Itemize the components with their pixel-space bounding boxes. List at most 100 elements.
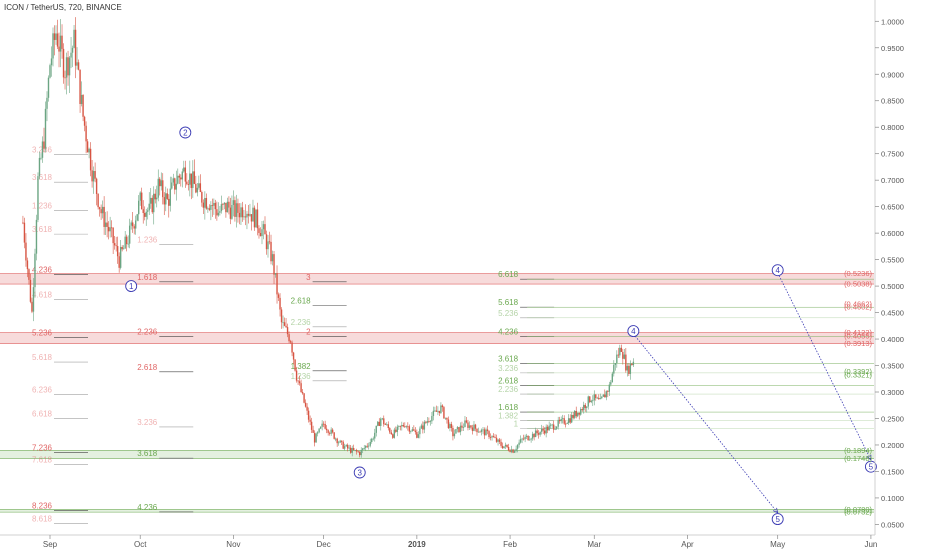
candle-body: [289, 341, 292, 343]
fib-level-label: 3.618: [137, 449, 158, 458]
projection-arrow: [866, 454, 872, 461]
candle-body: [268, 241, 271, 243]
candle-body: [101, 206, 104, 214]
candle-body: [488, 431, 490, 437]
candle-body: [368, 445, 370, 447]
fib-level-label: 1: [514, 419, 519, 428]
candle-body: [319, 426, 322, 429]
price-tick-label: 0.3000: [881, 388, 904, 397]
candle-body: [509, 450, 511, 453]
candle-body: [220, 204, 223, 212]
fib-level-label: 1.618: [137, 273, 158, 282]
price-tick-label: 0.1500: [881, 467, 904, 476]
candle-body: [238, 212, 241, 218]
candle-body: [474, 424, 477, 429]
candle-body: [592, 400, 594, 402]
candle-body: [477, 431, 480, 433]
fib-level-label: 8.618: [32, 514, 53, 523]
candle-body: [217, 212, 220, 216]
axis-layer: 1.0000 0.9500 0.9000 0.8500 0.8000 0.7500 0.70…: [0, 0, 904, 549]
candle-body: [432, 410, 435, 417]
price-tick-label: 0.0500: [881, 520, 904, 529]
candle-body: [112, 227, 114, 244]
zone-value-label: (0.1748): [844, 454, 872, 463]
candle-body: [464, 420, 466, 428]
candle-body: [434, 410, 436, 412]
zone-value-label: (0.3913): [844, 339, 872, 348]
candle-body: [531, 433, 534, 439]
candle-body: [339, 440, 341, 443]
candle-body: [354, 449, 356, 451]
price-tick-label: 1.0000: [881, 17, 904, 26]
candle-body: [73, 29, 75, 48]
candle-body: [387, 424, 389, 429]
candle-body: [309, 419, 311, 422]
candle-body: [399, 425, 402, 427]
candle-body: [282, 322, 284, 324]
candle-body: [425, 421, 427, 423]
fib-level-label: 4.236: [32, 266, 53, 275]
candle-body: [192, 171, 194, 188]
candle-body: [52, 33, 54, 59]
candle-body: [276, 273, 278, 295]
candle-body: [353, 447, 355, 451]
candle-body: [28, 269, 30, 280]
zone-value-label: (0.3321): [844, 371, 872, 380]
candle-body: [258, 228, 260, 234]
price-tick-label: 0.4000: [881, 335, 904, 344]
candle-body: [265, 234, 268, 250]
candle-body: [500, 441, 502, 446]
candle-body: [515, 448, 517, 451]
zone-value-label: (0.4122): [844, 328, 872, 337]
candle-body: [372, 438, 374, 440]
candle-body: [608, 384, 611, 392]
candle-body: [447, 419, 450, 429]
candle-body: [380, 418, 382, 426]
fib-level-label: 1.382: [498, 412, 519, 421]
candle-body: [77, 62, 80, 70]
candle-body: [147, 210, 149, 212]
time-tick-label: Feb: [503, 540, 517, 549]
candle-body: [174, 178, 176, 190]
candle-body: [38, 157, 41, 177]
candle-body: [208, 208, 211, 210]
candle-body: [510, 449, 513, 453]
wave-marker: [125, 280, 138, 293]
candle-body: [429, 421, 432, 423]
candle-body: [40, 157, 42, 159]
candle-body: [626, 365, 629, 371]
candle-body: [530, 438, 532, 440]
fib-level-label: 4.236: [498, 327, 519, 336]
candle-body: [231, 204, 233, 219]
candle-body: [327, 430, 329, 433]
candle-body: [62, 48, 65, 78]
candle-body: [552, 424, 555, 430]
candle-body: [470, 425, 472, 428]
candle-body: [598, 397, 600, 400]
candle-body: [262, 224, 265, 230]
candle-body: [118, 256, 120, 268]
candle-body: [402, 425, 405, 427]
candle-body: [35, 219, 38, 254]
fib-level-label: 6.618: [498, 270, 519, 279]
candle-body: [124, 236, 126, 249]
candle-body: [316, 432, 319, 434]
candle-body: [229, 207, 232, 219]
candle-body: [613, 364, 615, 374]
time-tick-label: Sep: [43, 540, 58, 549]
candle-body: [103, 206, 105, 227]
candle-body: [186, 181, 188, 185]
wave-layer: 1 2 3 4 5 4 5: [125, 126, 877, 526]
zone-value-label: (0.5236): [844, 269, 872, 278]
fib-level-label: 6.236: [32, 386, 53, 395]
candle-body: [467, 422, 469, 428]
candle-body: [267, 241, 269, 250]
candle-body: [31, 301, 33, 312]
candle-body: [577, 412, 579, 417]
candle-body: [351, 447, 353, 453]
candle-body: [113, 243, 116, 246]
candle-body: [506, 444, 508, 448]
time-tick-label: Apr: [681, 540, 694, 549]
candle-body: [495, 437, 498, 442]
